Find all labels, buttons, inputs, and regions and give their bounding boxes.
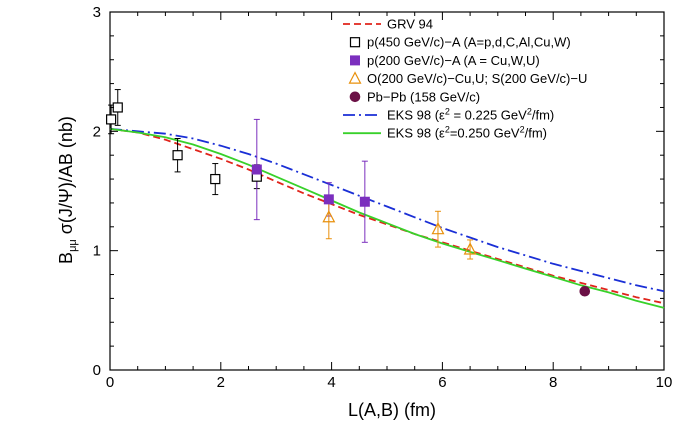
legend-label: O(200 GeV/c)−Cu,U; S(200 GeV/c)−U xyxy=(367,71,587,86)
legend-label-part: 2 xyxy=(445,125,450,135)
data-point-series-1 xyxy=(251,164,262,175)
y-tick-label: 0 xyxy=(93,362,101,379)
x-tick-label: 8 xyxy=(549,374,557,391)
y-axis-title-sub: μμ xyxy=(67,239,79,252)
legend-label-part: 2 xyxy=(527,107,532,117)
curve-series-4 xyxy=(109,128,665,305)
data-point-series-2 xyxy=(431,221,445,235)
y-axis-title-main: B xyxy=(56,252,76,264)
data-point-series-1 xyxy=(323,194,334,205)
legend-label-part: EKS 98 (ε xyxy=(387,126,445,141)
y-axis-title: Bμμ σ(J/Ψ)/AB (nb) xyxy=(56,116,79,264)
x-tick-label: 0 xyxy=(106,374,114,391)
legend-label-part: /fm) xyxy=(525,126,547,141)
data-point-series-3 xyxy=(579,285,591,297)
y-tick-label: 1 xyxy=(93,243,101,260)
legend: GRV 94 p(450 GeV/c)−A (A=p,d,C,Al,Cu,W) p(… xyxy=(343,17,587,141)
legend-marker-swatch xyxy=(350,55,360,66)
legend-label-part: =0.250 GeV xyxy=(450,126,520,141)
data-point-series-0 xyxy=(210,173,221,185)
curves xyxy=(109,128,665,309)
curve-series-6 xyxy=(109,128,665,309)
legend-label-part: EKS 98 (ε xyxy=(387,108,445,123)
legend-marker-swatch xyxy=(349,91,361,103)
legend-marker-swatch xyxy=(349,37,361,48)
legend-label: p(200 GeV/c)−A (A = Cu,W,U) xyxy=(367,53,540,68)
x-tick-label: 10 xyxy=(656,374,673,391)
legend-label-part: = 0.225 GeV xyxy=(450,108,527,123)
data-point-series-1 xyxy=(359,196,370,207)
data-point-series-0 xyxy=(106,114,117,125)
x-tick-label: 6 xyxy=(438,374,446,391)
legend-label-part: /fm) xyxy=(532,108,554,123)
legend-label-part: 2 xyxy=(445,107,450,117)
legend-label: EKS 98 (ε2=0.250 GeV2/fm) xyxy=(387,125,547,141)
legend-label: GRV 94 xyxy=(387,17,433,32)
y-axis-title-rest: σ(J/Ψ)/AB (nb) xyxy=(56,116,76,239)
data-point-series-0 xyxy=(112,102,123,113)
x-axis-title: L(A,B) (fm) xyxy=(348,400,436,420)
legend-label: Pb−Pb (158 GeV/c) xyxy=(367,89,480,104)
legend-marker-swatch xyxy=(348,71,362,84)
data-point-series-2 xyxy=(322,209,336,223)
data-markers xyxy=(106,102,591,297)
legend-label: EKS 98 (ε2 = 0.225 GeV2/fm) xyxy=(387,107,554,123)
data-point-series-0 xyxy=(172,150,183,161)
axis-ticks: 0 2 4 6 8 10 0 1 2 3 xyxy=(93,4,673,391)
curve-series-5 xyxy=(109,128,665,293)
x-tick-label: 2 xyxy=(217,374,225,391)
x-tick-label: 4 xyxy=(327,374,335,391)
y-tick-label: 2 xyxy=(93,123,101,140)
legend-label-part: 2 xyxy=(520,125,525,135)
legend-label: p(450 GeV/c)−A (A=p,d,C,Al,Cu,W) xyxy=(367,35,571,50)
y-tick-label: 3 xyxy=(93,4,101,21)
data-point-series-2 xyxy=(463,242,477,255)
